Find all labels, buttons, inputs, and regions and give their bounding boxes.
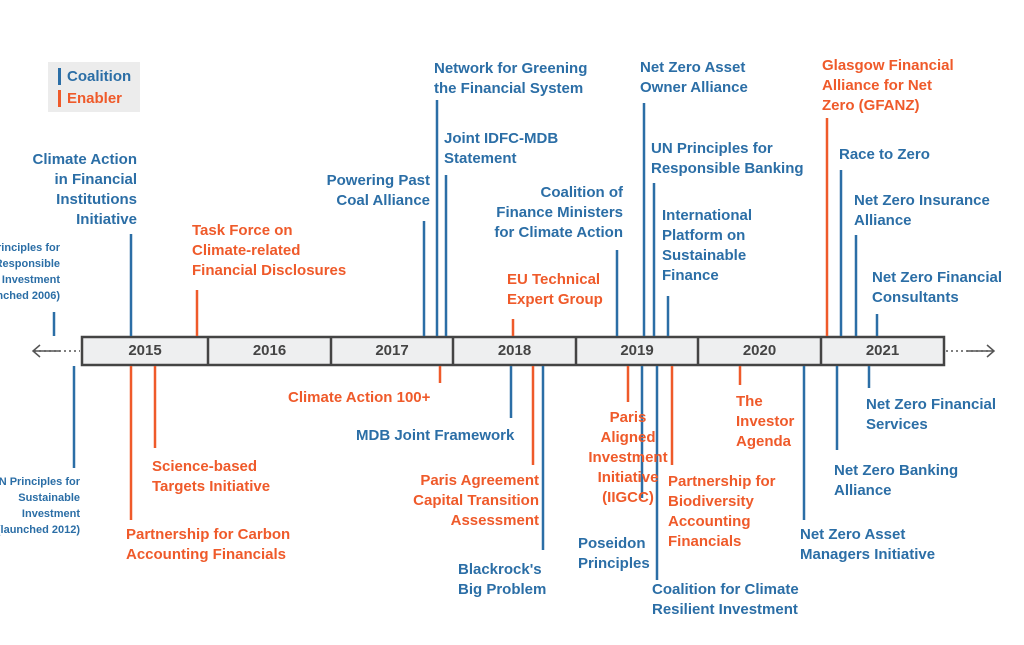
legend-coalition: Coalition	[58, 68, 131, 85]
coalition-event-label: Poseidon Principles	[578, 535, 650, 572]
coalition-event-label: Coalition of Finance Ministers for Clima…	[494, 184, 623, 241]
enabler-event-label: Partnership for Carbon Accounting Financ…	[126, 526, 291, 563]
coalition-event-label: Climate Action in Financial Institutions…	[32, 151, 137, 228]
coalition-event-label: Joint IDFC-MDB Statement	[444, 130, 559, 167]
year-label: 2017	[375, 342, 409, 359]
coalition-event-label: MDB Joint Framework	[356, 427, 515, 444]
year-bar	[80, 335, 946, 367]
coalition-event-label: International Platform on Sustainable Fi…	[662, 207, 753, 284]
coalition-event-label: Net Zero Financial Consultants	[872, 269, 1003, 306]
coalition-event-label: Powering Past Coal Alliance	[326, 172, 430, 209]
coalition-event-label: Net Zero Financial Services	[866, 396, 997, 433]
coalition-event-label: Net Zero Insurance Alliance	[854, 192, 990, 229]
coalition-event-label: Race to Zero	[839, 146, 930, 163]
enabler-event-label: Glasgow Financial Alliance for Net Zero …	[822, 57, 954, 114]
enabler-event-label: The Investor Agenda	[736, 393, 795, 450]
year-label: 2021	[865, 342, 900, 359]
right-arrow-icon	[967, 344, 996, 358]
coalition-event-label: Blackrock's Big Problem	[458, 561, 547, 598]
coalition-event-label: UN Principles for Sustainable Investment…	[0, 476, 80, 536]
year-label: 2016	[252, 342, 287, 359]
enabler-event-label: Partnership for Biodiversity Accounting …	[668, 473, 776, 550]
enabler-event-label: EU Technical Expert Group	[507, 271, 603, 308]
enabler-event-label: Paris Aligned Investment Initiative (IIG…	[588, 409, 668, 506]
coalition-event-label: Network for Greening the Financial Syste…	[434, 60, 588, 97]
legend-enabler: Enabler	[58, 90, 122, 107]
year-label: 2015	[128, 342, 162, 359]
coalition-event-label: UN Principles for Responsible Investment…	[0, 242, 60, 302]
enabler-event-label: Science-based Targets Initiative	[152, 458, 271, 495]
year-label: 2018	[497, 342, 532, 359]
legend: Coalition Enabler	[48, 62, 140, 112]
coalition-event-label: UN Principles for Responsible Banking	[651, 140, 804, 177]
year-label: 2020	[742, 342, 777, 359]
coalition-event-label: Coalition for Climate Resilient Investme…	[652, 581, 799, 618]
coalition-event-label: Net Zero Asset Managers Initiative	[800, 526, 936, 563]
coalition-event-label: Net Zero Asset Owner Alliance	[640, 59, 748, 96]
enabler-event-label: Task Force on Climate-related Financial …	[192, 222, 347, 279]
enabler-event-label: Paris Agreement Capital Transition Asses…	[413, 472, 539, 529]
year-label: 2019	[620, 342, 654, 359]
coalition-event-label: Net Zero Banking Alliance	[834, 462, 959, 499]
left-arrow-icon	[31, 344, 60, 358]
enabler-event-label: Climate Action 100+	[288, 389, 431, 406]
